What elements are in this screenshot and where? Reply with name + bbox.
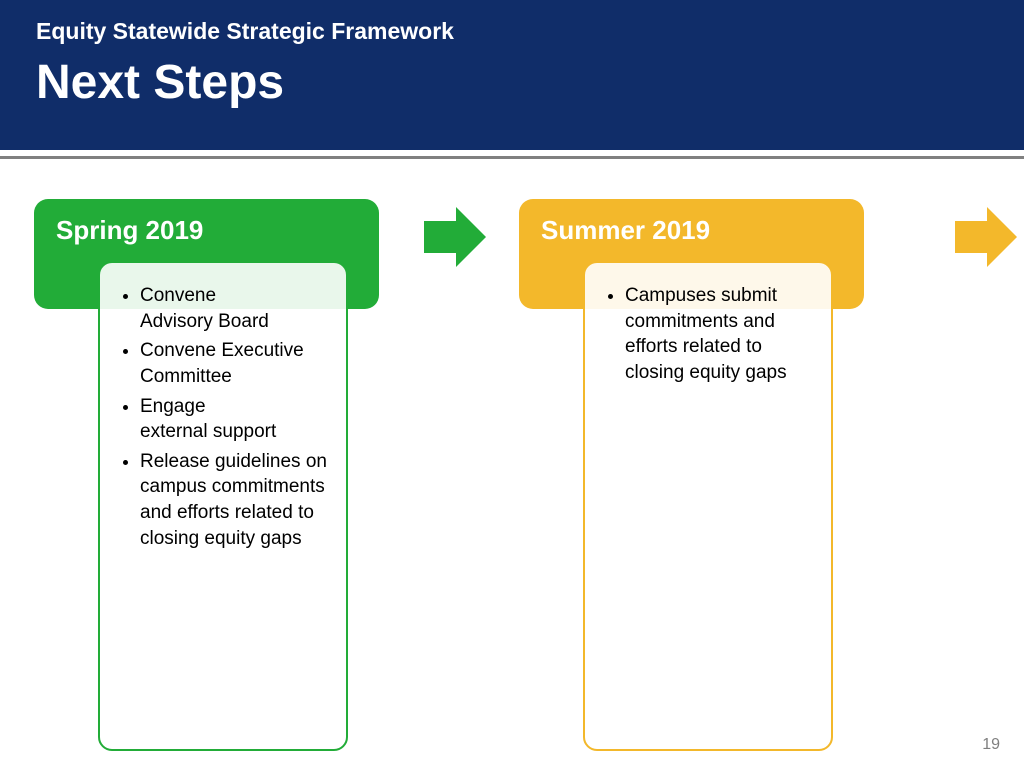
step-item: Convene Advisory Board [140, 283, 328, 334]
step-item: Campuses submit commitments and efforts … [625, 283, 813, 386]
step-detail-box: Convene Advisory BoardConvene Executive … [98, 261, 348, 751]
step-item: Release guidelines on campus commitments… [140, 449, 328, 552]
step-label: Summer 2019 [541, 215, 710, 245]
step-item-list: Convene Advisory BoardConvene Executive … [118, 283, 328, 551]
arrow-right-icon [955, 207, 1017, 272]
slide-header: Equity Statewide Strategic Framework Nex… [0, 0, 1024, 150]
step-spring-2019: Spring 2019 Convene Advisory BoardConven… [34, 199, 379, 309]
slide-subtitle: Equity Statewide Strategic Framework [36, 18, 988, 45]
page-number: 19 [982, 736, 1000, 754]
step-item: Convene Executive Committee [140, 338, 328, 389]
slide-title: Next Steps [36, 55, 988, 110]
step-item: Engage external support [140, 394, 328, 445]
step-summer-2019: Summer 2019 Campuses submit commitments … [519, 199, 864, 309]
arrow-right-icon [424, 207, 486, 272]
slide-content: Spring 2019 Convene Advisory BoardConven… [0, 159, 1024, 199]
step-label: Spring 2019 [56, 215, 203, 245]
step-detail-box: Campuses submit commitments and efforts … [583, 261, 833, 751]
step-item-list: Campuses submit commitments and efforts … [603, 283, 813, 386]
